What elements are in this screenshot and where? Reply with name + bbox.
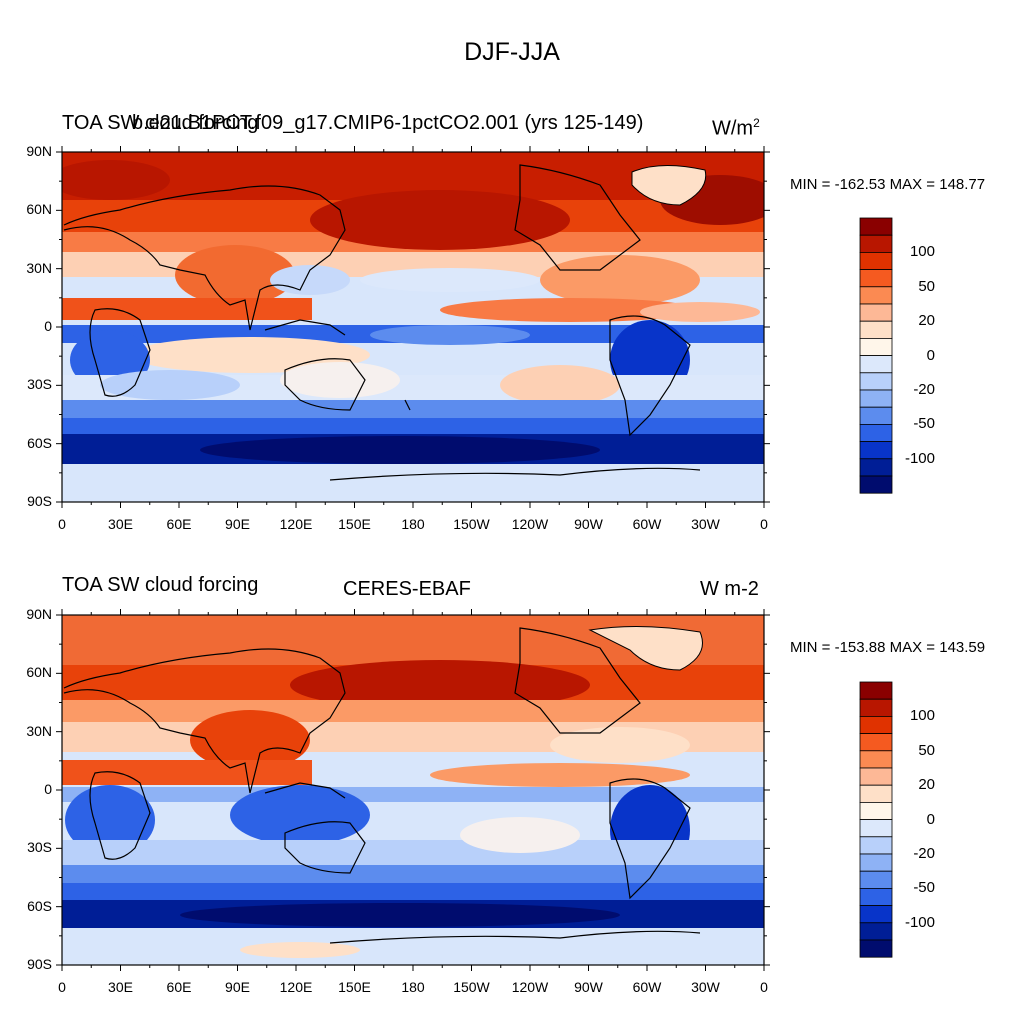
lon-tick-label: 30W [691,516,720,532]
lat-tick-label: 60N [26,664,52,681]
lon-tick-label: 90W [574,979,603,995]
colorbar-swatch [859,217,893,236]
panel-1-left-title: TOA SW cloud forcing [62,112,259,134]
colorbar-swatch [859,681,893,700]
colorbar-label: 50 [918,741,935,759]
colorbar-label: -50 [913,879,935,897]
lon-tick-label: 120E [279,516,313,532]
panel-1-units: W/m2 [712,116,760,140]
colorbar-label: 0 [926,810,935,828]
map-panel-1 [62,152,764,502]
lat-tick-label: 90N [26,143,52,159]
lat-tick-label: 60S [27,434,52,451]
lon-tick-label: 90E [225,516,250,532]
panel-2-left-title: TOA SW cloud forcing [62,574,259,596]
lon-tick-label: 120W [511,979,549,995]
lat-tick-label: 30S [27,376,52,393]
lon-tick-label: 0 [58,516,66,532]
colorbar-label: -20 [913,845,935,862]
panel-2-center-title: CERES-EBAF [343,578,471,600]
colorbar-label: 100 [909,707,935,725]
lon-tick-label: 0 [58,979,66,995]
lon-tick-label: 0 [760,516,768,532]
colorbar-label: 20 [918,776,935,794]
lat-tick-label: 0 [44,318,52,334]
lat-tick-label: 90S [27,493,52,509]
lon-tick-label: 90E [225,979,250,995]
colorbar-label: -100 [904,913,935,931]
coastlines-1 [63,164,701,481]
lon-tick-label: 180 [401,516,425,532]
panel-2-units: W m-2 [700,578,759,600]
lon-tick-label: 0 [760,979,768,995]
lat-tick-label: 60S [27,897,52,914]
lon-tick-label: 60W [632,516,662,532]
colorbar-label: 20 [918,312,935,330]
lon-tick-label: 120E [279,979,313,995]
coastlines-2 [63,627,701,944]
lon-tick-label: 90W [574,516,603,532]
lat-tick-label: 30N [26,259,52,276]
lat-tick-label: 0 [44,781,52,797]
colorbar-label: 50 [918,277,935,295]
colorbar-label: -50 [913,415,935,433]
lon-tick-label: 30E [108,516,133,532]
lat-tick-label: 30S [27,839,52,856]
colorbar-swatch [859,475,893,494]
lon-tick-label: 30E [108,979,133,995]
lon-tick-label: 120W [511,516,549,532]
lat-tick-label: 90S [27,956,52,972]
panel-1-stats: MIN = -162.53 MAX = 148.77 [790,176,986,193]
lon-tick-label: 60E [166,979,192,995]
colorbar-label: -100 [904,449,935,467]
colorbar-label: 100 [909,243,935,261]
panel-2-stats: MIN = -153.88 MAX = 143.59 [790,639,986,656]
lon-tick-label: 60W [632,979,662,995]
lon-tick-label: 150W [453,979,490,995]
colorbar-label: -20 [913,381,935,398]
lat-tick-label: 30N [26,722,52,739]
lon-tick-label: 150W [453,516,490,532]
lon-tick-label: 30W [691,979,720,995]
lon-tick-label: 150E [338,979,371,995]
lon-tick-label: 180 [401,979,425,995]
lon-tick-label: 150E [338,516,371,532]
lat-tick-label: 60N [26,201,52,218]
panel-1-center-title: b.e21.B1PCT.f09_g17.CMIP6-1pctCO2.001 (y… [132,112,644,134]
lat-tick-label: 90N [26,606,52,622]
figure-title: DJF-JJA [464,38,560,66]
colorbar-swatch [859,939,893,958]
lon-tick-label: 60E [166,516,192,532]
map-panel-2 [62,615,764,965]
colorbar-label: 0 [926,346,935,364]
